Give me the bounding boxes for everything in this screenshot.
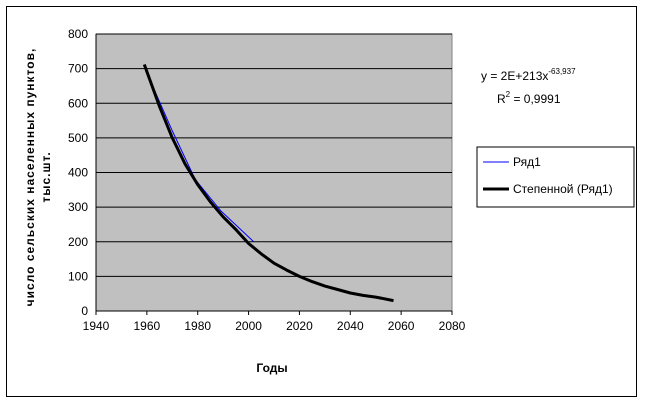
x-tick-label-1960: 1960 <box>134 319 161 333</box>
x-tick-label-2040: 2040 <box>337 319 364 333</box>
trendline-equation: y = 2E+213x-63,937 R2 = 0,9991 <box>481 67 576 106</box>
y-tick-label-200: 200 <box>68 235 88 249</box>
x-tick-label-2000: 2000 <box>235 319 262 333</box>
y-axis-title-line1: число сельских населенных пунктов, <box>23 48 37 307</box>
equation-base: y = 2E+213x <box>481 69 548 83</box>
x-tick-label-1980: 1980 <box>184 319 211 333</box>
equation-text: y = 2E+213x-63,937 <box>481 67 576 83</box>
y-tick-label-0: 0 <box>81 304 88 318</box>
legend-box <box>476 146 635 208</box>
y-axis-title-line2: тыс.шт. <box>39 151 53 202</box>
y-tick-label-100: 100 <box>68 269 88 283</box>
x-axis-title: Годы <box>256 361 287 375</box>
series-line-2 <box>142 63 394 303</box>
r-squared-prefix: R <box>497 92 506 106</box>
legend: Ряд1 Степенной (Ряд1) <box>476 146 635 208</box>
r-squared-text: R2 = 0,9991 <box>497 90 561 106</box>
legend-item-series1: Ряд1 <box>513 155 541 169</box>
y-tick-label-300: 300 <box>68 200 88 214</box>
x-tick-label-1940: 1940 <box>83 319 110 333</box>
y-tick-label-400: 400 <box>68 166 88 180</box>
y-tick-label-500: 500 <box>68 131 88 145</box>
y-tick-label-700: 700 <box>68 62 88 76</box>
y-tick-label-600: 600 <box>68 96 88 110</box>
r-squared-value: = 0,9991 <box>510 92 561 106</box>
x-tick-labels: 1940 1960 1980 2000 2020 2040 2060 2080 <box>83 311 466 333</box>
r-squared-sup: 2 <box>506 90 511 99</box>
series-layer <box>142 63 394 303</box>
legend-item-series2: Степенной (Ряд1) <box>513 182 613 196</box>
y-tick-labels: 0 100 200 300 400 500 600 700 800 <box>68 27 88 318</box>
y-tick-label-800: 800 <box>68 27 88 41</box>
equation-exponent: -63,937 <box>548 67 576 76</box>
grid-lines <box>95 33 452 312</box>
x-tick-label-2080: 2080 <box>439 319 466 333</box>
chart-area: 0 100 200 300 400 500 600 700 800 1940 1960 1980 20… <box>6 6 637 397</box>
x-tick-label-2020: 2020 <box>286 319 313 333</box>
x-tick-label-2060: 2060 <box>388 319 415 333</box>
